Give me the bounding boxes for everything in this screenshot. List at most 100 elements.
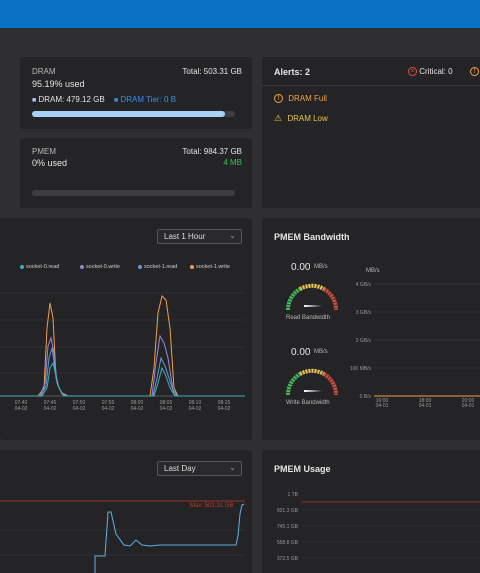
y-tick-label: 2 GB/s: [356, 338, 372, 344]
x-tick-label: 04-02: [44, 406, 57, 412]
x-axis-ticks: 07:4004-0207:4504-0207:5004-0207:5504-02…: [15, 400, 231, 412]
x-tick-label: 08:10: [189, 400, 202, 406]
x-tick-label: 04-01: [419, 403, 432, 408]
pmem-usage-bar: [32, 190, 235, 196]
pmem-card: PMEM Total: 984.37 GB 0% used 4 MB: [20, 138, 252, 208]
legend-socket-0-read[interactable]: socket-0.read: [20, 264, 59, 270]
dram-card: DRAM Total: 503.31 GB 95.19% used ■ DRAM…: [20, 57, 252, 129]
max-usage-label: Max: 503.31 GB: [190, 503, 234, 509]
x-tick-label: 04-01: [376, 403, 389, 408]
error-circle-icon: !: [274, 94, 283, 104]
legend-label: socket-0.write: [86, 264, 120, 270]
x-tick-label: 04-02: [73, 406, 86, 412]
alerts-warning-icon[interactable]: !: [470, 67, 479, 76]
legend-label: socket-0.read: [26, 264, 60, 270]
read-bandwidth-gauge: [285, 283, 339, 311]
x-tick-label: 04-02: [131, 406, 144, 412]
x-tick-label: 04-01: [462, 403, 475, 408]
pmem-bw-y-unit: MB/s: [366, 268, 380, 274]
y-tick-label: 558.8 GB: [277, 540, 299, 546]
pmem-usage-title: PMEM Usage: [274, 464, 331, 474]
legend-socket-1-read[interactable]: socket-1.read: [138, 264, 177, 270]
alerts-card: Alerts: 2 × Critical: 0 ! ! DRAM Full ⚠ …: [262, 57, 480, 208]
x-tick-label: 04-02: [102, 406, 115, 412]
read-bandwidth-value: 0.00: [291, 262, 311, 273]
x-tick-label: 08:05: [160, 400, 173, 406]
series-socket-0-read-line: [0, 361, 245, 397]
read-bandwidth-label: Read Bandwidth: [286, 315, 331, 321]
x-tick-label: 08:15: [218, 400, 231, 406]
series-socket-1-write-line: [0, 295, 245, 397]
y-tick-label: 931.3 GB: [277, 508, 299, 514]
critical-icon: ×: [408, 67, 417, 77]
y-tick-label: 1 TB: [288, 492, 299, 498]
series-socket-1-read-line: [0, 347, 245, 397]
x-tick-label: 08:00: [131, 400, 144, 406]
alert-item-label: DRAM Low: [287, 113, 328, 123]
alerts-title: Alerts: 2: [274, 67, 311, 77]
dram-legend-dram: ■ DRAM: 479.12 GB: [32, 95, 105, 104]
dram-usage-bar: [32, 111, 235, 117]
chevron-down-icon: ⌄: [229, 231, 236, 240]
alert-item-label: DRAM Full: [288, 94, 327, 103]
pmem-usage-chart: 1 TB 931.3 GB 745.1 GB 558.8 GB 372.5 GB: [277, 492, 480, 562]
dram-legend-dram-label: DRAM: 479.12 GB: [38, 95, 105, 104]
y-tick-label: 3 GB/s: [356, 310, 372, 316]
read-bandwidth-unit: MB/s: [314, 264, 328, 270]
x-tick-label: 04-02: [160, 406, 173, 412]
y-tick-label: 100 MB/s: [350, 366, 371, 372]
write-bandwidth-value: 0.00: [291, 347, 311, 358]
top-app-bar: [0, 0, 480, 28]
legend-socket-0-write[interactable]: socket-0.write: [80, 264, 120, 270]
warning-triangle-icon: ⚠: [274, 113, 283, 123]
dram-legend-tier-label: DRAM Tier: 0 B: [120, 95, 177, 104]
write-bandwidth-gauge: [285, 368, 339, 396]
chevron-down-icon: ⌄: [229, 463, 236, 472]
dram-used-percent: 95.19% used: [32, 79, 85, 89]
pmem-bandwidth-title: PMEM Bandwidth: [274, 232, 350, 242]
legend-label: socket-1.write: [196, 264, 230, 270]
alert-item-dram-low[interactable]: ⚠ DRAM Low: [274, 113, 328, 124]
dram-legend-tier: ■ DRAM Tier: 0 B: [114, 95, 177, 104]
x-tick-label: 07:45: [44, 400, 57, 406]
bandwidth-chart-card: Last 1 Hour ⌄ socket-0.read socket-0.wri…: [0, 218, 252, 440]
y-tick-label: 0 B/s: [360, 394, 372, 400]
pmem-title: PMEM: [32, 147, 56, 156]
write-bandwidth-unit: MB/s: [314, 349, 328, 355]
x-tick-label: 07:55: [102, 400, 115, 406]
x-tick-label: 04-02: [218, 406, 231, 412]
x-tick-label: 16:00: [376, 398, 389, 404]
y-tick-label: 372.5 GB: [277, 556, 299, 562]
legend-socket-1-write[interactable]: socket-1.write: [190, 264, 230, 270]
pmem-usage-card: PMEM Usage 1 TB 931.3 GB 745.1 GB 558.8 GB 3…: [262, 450, 480, 573]
x-tick-label: 07:40: [15, 400, 28, 406]
x-tick-label: 07:50: [73, 400, 86, 406]
write-bandwidth-label: Write Bandwidth: [286, 400, 330, 406]
alerts-critical-label: Critical: 0: [419, 67, 453, 76]
y-tick-label: 745.1 GB: [277, 524, 299, 530]
dram-usage-series-line: [94, 503, 245, 573]
alert-item-dram-full[interactable]: ! DRAM Full: [274, 94, 327, 104]
dram-total: Total: 503.31 GB: [182, 67, 242, 76]
dram-title: DRAM: [32, 67, 56, 76]
series-socket-0-write-line: [0, 334, 245, 397]
bandwidth-range-value: Last 1 Hour: [164, 232, 206, 241]
pmem-bandwidth-card: PMEM Bandwidth 0.00 MB/s Read Bandwidth …: [262, 218, 480, 440]
usage-range-value: Last Day: [164, 464, 196, 473]
x-tick-label: 20:00: [462, 398, 475, 404]
pmem-extra-value: 4 MB: [223, 158, 242, 167]
pmem-used-percent: 0% used: [32, 158, 68, 168]
alerts-critical[interactable]: × Critical: 0: [408, 67, 453, 77]
x-tick-label: 04-02: [189, 406, 202, 412]
x-tick-label: 04-02: [15, 406, 28, 412]
alerts-divider: [262, 85, 480, 86]
dram-usage-fill: [32, 111, 225, 117]
y-tick-label: 4 GB/s: [356, 282, 372, 288]
dram-usage-line-chart: [0, 500, 245, 573]
dram-usage-chart-card: Last Day ⌄ Max: 503.31 GB: [0, 450, 252, 573]
usage-range-select[interactable]: Last Day ⌄: [157, 461, 242, 476]
bandwidth-line-chart: 07:4004-0207:4504-0207:5004-0207:5504-02…: [0, 292, 245, 412]
bandwidth-range-select[interactable]: Last 1 Hour ⌄: [157, 229, 242, 244]
x-tick-label: 18:00: [419, 398, 432, 404]
